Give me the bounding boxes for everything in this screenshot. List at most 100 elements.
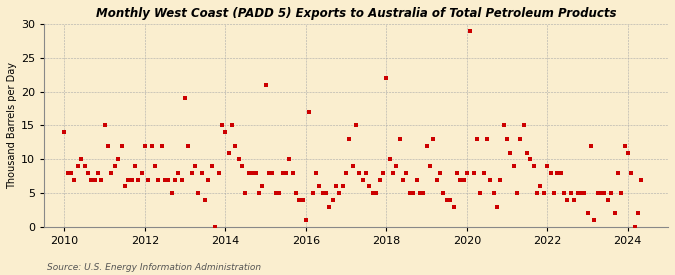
Point	[629, 225, 640, 229]
Point	[69, 177, 80, 182]
Point	[240, 191, 251, 195]
Point	[602, 198, 613, 202]
Point	[243, 171, 254, 175]
Point	[448, 205, 459, 209]
Point	[324, 205, 335, 209]
Point	[210, 225, 221, 229]
Point	[287, 171, 298, 175]
Point	[401, 171, 412, 175]
Point	[290, 191, 301, 195]
Point	[146, 144, 157, 148]
Point	[284, 157, 294, 161]
Point	[636, 177, 647, 182]
Point	[190, 164, 200, 168]
Point	[391, 164, 402, 168]
Point	[183, 144, 194, 148]
Point	[123, 177, 134, 182]
Point	[556, 171, 566, 175]
Point	[341, 171, 352, 175]
Point	[435, 171, 446, 175]
Title: Monthly West Coast (PADD 5) Exports to Australia of Total Petroleum Products: Monthly West Coast (PADD 5) Exports to A…	[96, 7, 616, 20]
Point	[622, 150, 633, 155]
Point	[200, 198, 211, 202]
Point	[132, 177, 143, 182]
Point	[351, 123, 362, 128]
Point	[582, 211, 593, 216]
Point	[585, 144, 596, 148]
Point	[213, 171, 224, 175]
Point	[66, 171, 77, 175]
Point	[142, 177, 153, 182]
Point	[280, 171, 291, 175]
Point	[314, 184, 325, 189]
Point	[522, 150, 533, 155]
Point	[431, 177, 442, 182]
Point	[525, 157, 536, 161]
Point	[103, 144, 113, 148]
Point	[82, 171, 93, 175]
Point	[113, 157, 124, 161]
Point	[130, 164, 140, 168]
Point	[331, 184, 342, 189]
Point	[358, 177, 369, 182]
Point	[338, 184, 348, 189]
Point	[498, 123, 509, 128]
Point	[609, 211, 620, 216]
Point	[545, 171, 556, 175]
Point	[109, 164, 120, 168]
Point	[612, 171, 623, 175]
Point	[153, 177, 163, 182]
Point	[592, 191, 603, 195]
Point	[193, 191, 204, 195]
Point	[99, 123, 110, 128]
Point	[475, 191, 485, 195]
Point	[441, 198, 452, 202]
Point	[307, 191, 318, 195]
Point	[96, 177, 107, 182]
Point	[632, 211, 643, 216]
Point	[552, 171, 563, 175]
Point	[277, 171, 288, 175]
Point	[106, 171, 117, 175]
Point	[136, 171, 147, 175]
Point	[408, 191, 418, 195]
Y-axis label: Thousand Barrels per Day: Thousand Barrels per Day	[7, 62, 17, 189]
Point	[619, 144, 630, 148]
Point	[186, 171, 197, 175]
Point	[321, 191, 331, 195]
Point	[89, 177, 100, 182]
Point	[297, 198, 308, 202]
Point	[411, 177, 422, 182]
Point	[92, 171, 103, 175]
Point	[167, 191, 178, 195]
Point	[438, 191, 449, 195]
Point	[462, 171, 472, 175]
Point	[378, 171, 389, 175]
Point	[126, 177, 137, 182]
Point	[354, 171, 364, 175]
Point	[374, 177, 385, 182]
Point	[445, 198, 456, 202]
Point	[234, 157, 244, 161]
Point	[263, 171, 274, 175]
Point	[361, 171, 372, 175]
Point	[217, 123, 227, 128]
Point	[515, 137, 526, 141]
Point	[260, 82, 271, 87]
Point	[327, 198, 338, 202]
Point	[180, 96, 190, 101]
Point	[72, 164, 83, 168]
Point	[535, 184, 546, 189]
Point	[227, 123, 238, 128]
Point	[495, 177, 506, 182]
Point	[532, 191, 543, 195]
Point	[502, 137, 512, 141]
Point	[472, 137, 483, 141]
Point	[559, 191, 570, 195]
Point	[491, 205, 502, 209]
Point	[529, 164, 539, 168]
Point	[404, 191, 415, 195]
Point	[223, 150, 234, 155]
Point	[518, 123, 529, 128]
Point	[371, 191, 381, 195]
